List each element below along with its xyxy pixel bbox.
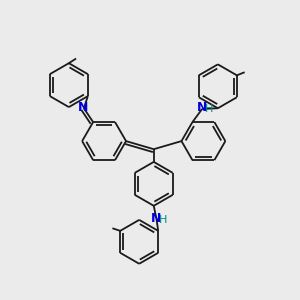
- Text: H: H: [159, 215, 168, 225]
- Text: N: N: [151, 212, 161, 224]
- Text: N: N: [78, 101, 88, 114]
- Text: N: N: [197, 101, 207, 114]
- Text: H: H: [205, 104, 213, 114]
